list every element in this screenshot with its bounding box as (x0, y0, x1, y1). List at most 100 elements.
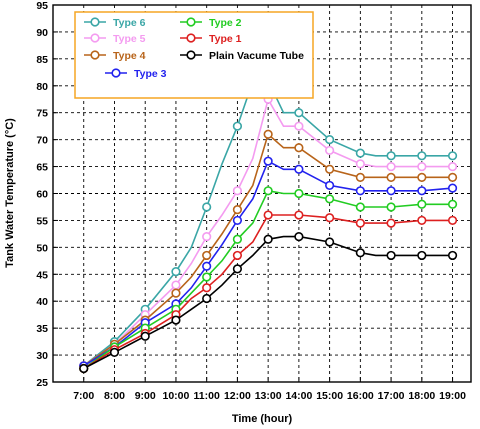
legend-item: Type 3 (105, 68, 167, 80)
data-point (417, 172, 427, 182)
data-point (386, 161, 396, 172)
legend-swatch-marker (186, 50, 196, 60)
x-tick-label: 18:00 (408, 390, 435, 402)
data-point (325, 164, 335, 174)
y-tick-label: 55 (36, 215, 48, 227)
data-point (355, 248, 365, 258)
y-tick-label: 30 (36, 350, 48, 362)
legend-swatch-marker (186, 17, 196, 27)
x-tick-label: 12:00 (224, 390, 251, 402)
y-axis-title: Tank Water Temperature (°C) (4, 118, 16, 268)
y-tick-label: 75 (36, 108, 48, 120)
data-point (294, 143, 304, 153)
x-tick-label: 17:00 (378, 390, 405, 402)
y-tick-label: 35 (36, 323, 48, 335)
x-tick-label: 10:00 (163, 390, 190, 402)
x-tick-label: 7:00 (73, 390, 94, 402)
legend-label: Type 6 (113, 17, 146, 29)
x-tick-label: 11:00 (194, 390, 220, 402)
data-point (232, 215, 243, 226)
data-point (232, 234, 243, 244)
data-point (202, 293, 212, 304)
data-point (263, 186, 273, 196)
data-point (294, 108, 304, 118)
y-tick-label: 80 (36, 81, 48, 93)
data-point (263, 156, 273, 166)
data-point (325, 237, 335, 247)
data-point (447, 151, 458, 161)
data-point (417, 186, 427, 196)
data-point (386, 172, 396, 182)
legend-swatch-marker (186, 33, 196, 43)
data-point (447, 199, 458, 209)
data-point (171, 288, 181, 298)
data-point (417, 151, 427, 161)
data-point (355, 218, 365, 228)
legend-item: Type 1 (180, 33, 242, 45)
data-point (355, 202, 365, 212)
data-point (417, 250, 427, 261)
legend-label: Type 2 (209, 17, 242, 29)
x-tick-label: 13:00 (255, 390, 282, 402)
legend-label: Type 5 (113, 33, 146, 45)
data-point (447, 215, 458, 226)
data-point (294, 121, 304, 131)
legend-item: Type 6 (84, 17, 146, 29)
y-tick-label: 25 (36, 377, 48, 389)
data-point (294, 210, 304, 220)
x-axis-title: Time (hour) (232, 413, 293, 425)
data-point (171, 280, 181, 290)
data-point (355, 148, 365, 158)
data-point (325, 213, 335, 223)
data-point (355, 159, 365, 169)
legend-swatch-marker (111, 68, 121, 78)
data-point (202, 250, 212, 261)
legend-item: Type 4 (84, 50, 146, 62)
series-6 (79, 231, 458, 374)
data-point (447, 250, 458, 261)
legend-label: Type 3 (134, 68, 167, 80)
data-point (325, 180, 335, 191)
data-point (232, 250, 243, 261)
y-tick-label: 70 (36, 135, 48, 147)
data-point (202, 283, 212, 293)
legend: Type 6 Type 5 Type 4 Type 3 Type 2 Type 1 Plai… (74, 11, 314, 99)
data-point (232, 205, 243, 215)
data-point (202, 231, 212, 242)
y-tick-label: 95 (36, 0, 48, 12)
series-layer (79, 75, 458, 374)
data-point (232, 121, 243, 131)
series-line (83, 132, 453, 367)
data-point (294, 188, 304, 199)
x-tick-label: 16:00 (347, 390, 374, 402)
y-axis-ticks: 25 30 35 40 45 50 55 60 65 70 75 80 85 90 95 (36, 0, 58, 389)
data-point (325, 194, 335, 204)
series-line (83, 235, 453, 370)
series-line (83, 97, 453, 367)
x-tick-label: 19:00 (439, 390, 466, 402)
x-tick-label: 9:00 (135, 390, 156, 402)
data-point (386, 186, 396, 196)
series-line (83, 214, 453, 370)
data-point (417, 161, 427, 172)
legend-item: Type 5 (84, 33, 146, 45)
data-point (109, 347, 120, 357)
data-point (386, 250, 396, 261)
data-point (294, 231, 304, 242)
data-point (202, 261, 212, 271)
data-point (447, 183, 458, 193)
data-point (325, 135, 335, 145)
legend-label: Type 1 (209, 33, 242, 45)
data-point (417, 215, 427, 226)
legend-swatch-marker (90, 17, 100, 27)
y-tick-label: 50 (36, 242, 48, 254)
y-tick-label: 65 (36, 162, 48, 174)
data-point (202, 202, 212, 212)
data-point (447, 172, 458, 182)
data-point (140, 331, 150, 341)
y-tick-label: 40 (36, 296, 48, 308)
data-point (171, 315, 181, 325)
data-point (386, 218, 396, 228)
data-point (386, 151, 396, 161)
